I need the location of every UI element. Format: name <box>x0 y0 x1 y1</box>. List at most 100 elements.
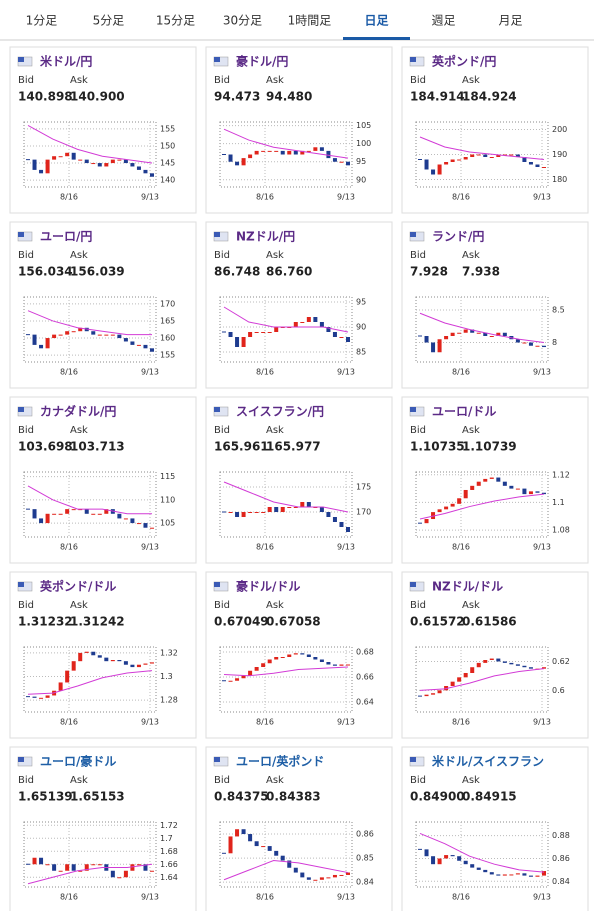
candle <box>143 344 148 349</box>
x-tick-label: 8/16 <box>256 368 274 377</box>
x-tick-label: 9/13 <box>533 543 551 552</box>
candle <box>130 664 135 668</box>
candle <box>496 658 501 662</box>
candle <box>515 873 520 875</box>
candle <box>228 154 233 162</box>
candle <box>457 332 462 334</box>
y-tick-label: 0.86 <box>356 830 374 839</box>
chart-frame <box>23 821 157 888</box>
y-tick-label: 1.64 <box>160 873 178 882</box>
flag-part <box>18 232 24 237</box>
chart-frame <box>219 821 353 888</box>
candle <box>489 477 494 479</box>
y-tick-label: 100 <box>356 139 371 148</box>
candle <box>91 864 96 866</box>
ask-value: 184.924 <box>462 90 517 104</box>
candle <box>515 339 520 343</box>
chart-frame <box>23 646 157 713</box>
candle <box>58 870 63 872</box>
candle <box>463 860 468 865</box>
bid-label: Bid <box>18 75 34 86</box>
candle <box>261 150 266 152</box>
candle <box>300 502 305 507</box>
bid-value: 1.31232 <box>18 615 73 629</box>
candle <box>280 855 285 861</box>
candle <box>300 322 305 323</box>
y-tick-label: 190 <box>552 150 567 159</box>
candle <box>32 334 37 345</box>
candle <box>326 662 331 665</box>
tab[interactable]: 30分足 <box>223 14 262 28</box>
candle <box>339 161 344 163</box>
tab[interactable]: 1時間足 <box>288 14 332 28</box>
y-tick-label: 1.7 <box>160 834 173 843</box>
chart-frame <box>415 296 549 363</box>
candle <box>254 150 259 155</box>
candle <box>45 513 50 524</box>
x-tick-label: 9/13 <box>533 368 551 377</box>
y-tick-label: 150 <box>160 141 175 150</box>
x-tick-label: 8/16 <box>256 543 274 552</box>
candle <box>78 652 83 662</box>
candle <box>241 337 246 347</box>
y-tick-label: 0.84 <box>552 877 570 886</box>
bid-value: 0.84900 <box>410 790 465 804</box>
candle <box>150 870 154 872</box>
candle <box>123 159 128 164</box>
tab[interactable]: 月足 <box>498 14 522 28</box>
candle <box>313 879 318 881</box>
candle <box>248 512 253 513</box>
candle <box>509 154 514 156</box>
bid-value: 86.748 <box>214 265 260 279</box>
pair-name: ユーロ/円 <box>40 230 92 244</box>
candle <box>444 336 449 340</box>
candle <box>287 654 292 657</box>
candle <box>110 870 115 878</box>
candle <box>52 156 57 160</box>
flag-part <box>410 232 416 237</box>
candle <box>71 152 76 160</box>
pair-name: ユーロ/豪ドル <box>40 754 116 769</box>
candle <box>483 332 488 336</box>
x-tick-label: 8/16 <box>60 543 78 552</box>
ask-value: 0.61586 <box>462 615 517 629</box>
candle <box>235 337 240 347</box>
candle <box>463 673 468 678</box>
y-tick-label: 145 <box>160 159 175 168</box>
ask-value: 0.84383 <box>266 790 321 804</box>
candle <box>437 690 442 694</box>
candle <box>228 332 233 337</box>
x-tick-label: 8/16 <box>452 718 470 727</box>
flag-part <box>214 407 220 412</box>
ask-label: Ask <box>462 600 480 611</box>
chart-frame <box>219 646 353 713</box>
tab[interactable]: 週足 <box>431 14 455 28</box>
bid-value: 165.961 <box>214 440 269 454</box>
candle <box>91 513 96 515</box>
candle <box>313 317 318 322</box>
candle <box>522 665 527 668</box>
tab[interactable]: 1分足 <box>26 14 58 28</box>
tab[interactable]: 15分足 <box>156 14 195 28</box>
candle <box>450 681 455 686</box>
tab[interactable]: 日足 <box>364 14 388 28</box>
ask-label: Ask <box>462 775 480 786</box>
x-tick-label: 8/16 <box>60 193 78 202</box>
y-tick-label: 8 <box>552 338 557 347</box>
bid-label: Bid <box>410 775 426 786</box>
candle <box>450 503 455 507</box>
candle <box>502 332 507 336</box>
ask-label: Ask <box>266 775 284 786</box>
candle <box>313 657 318 660</box>
candle <box>470 329 475 333</box>
candle <box>32 696 37 698</box>
bid-value: 0.67049 <box>214 615 269 629</box>
candle <box>502 874 507 876</box>
candle <box>110 660 115 662</box>
tab[interactable]: 5分足 <box>93 14 125 28</box>
candle <box>300 653 305 655</box>
candle <box>45 338 50 349</box>
candle <box>84 159 89 164</box>
x-tick-label: 9/13 <box>337 893 355 902</box>
candle <box>457 677 462 682</box>
